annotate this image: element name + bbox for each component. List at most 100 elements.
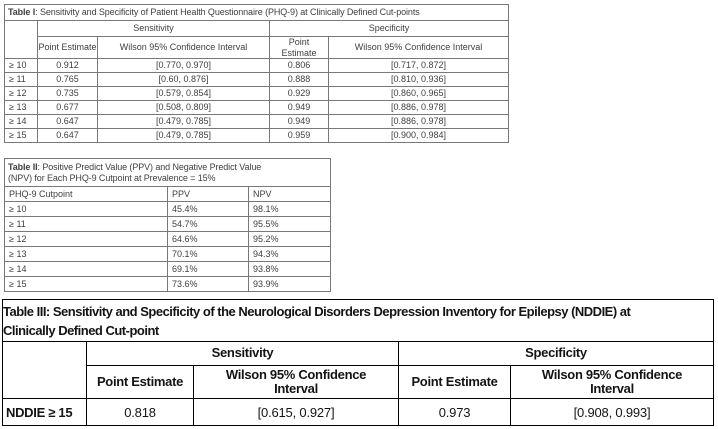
sens-pe-cell: 0.647 [37, 114, 98, 130]
table1-spec-point-estimate-header: Point Estimate [269, 35, 329, 60]
spec-pe-cell: 0.888 [269, 72, 329, 88]
spec-ci-cell: [0.717, 0.872] [327, 58, 510, 74]
npv-cell: 94.3% [247, 246, 332, 262]
sens-pe-cell: 0.677 [37, 100, 98, 116]
table1-column-header-row: Point Estimate Wilson 95% Confidence Int… [5, 35, 510, 60]
sens-pe-cell: 0.765 [37, 72, 98, 88]
cutpoint-cell: ≥ 13 [4, 100, 38, 116]
table1-title: Table I: Sensitivity and Specificity of … [3, 4, 510, 21]
spec-ci-cell: [0.900, 0.984] [327, 128, 510, 144]
table2-title-row: Table II: Positive Predict Value (PPV) a… [3, 158, 332, 187]
npv-cell: 93.9% [247, 276, 332, 292]
spec-pe-cell: 0.949 [269, 114, 329, 130]
table3-sens-point-estimate-header: Point Estimate [86, 365, 194, 399]
sens-pe-cell: 0.912 [37, 58, 98, 74]
table3-column-header-row: Point Estimate Wilson 95% Confidence Int… [3, 365, 714, 399]
table3-spec-point-estimate-header: Point Estimate [398, 365, 511, 399]
table-row: ≥ 15 0.647 [0.479, 0.785] 0.959 [0.900, … [4, 128, 510, 144]
table3-title-line2: Clinically Defined Cut-point [3, 322, 160, 338]
spec-pe-cell: 0.949 [269, 100, 329, 116]
spec-ci-cell: [0.908, 0.993] [510, 398, 714, 426]
table-phq9-sensitivity-specificity: Table I: Sensitivity and Specificity of … [3, 4, 510, 144]
cutpoint-cell: ≥ 15 [4, 128, 38, 144]
table1-spec-wilson-ci-header: Wilson 95% Confidence Interval [327, 35, 510, 60]
table2-cutpoint-header: PHQ-9 Cutpoint [4, 186, 168, 202]
ppv-cell: 73.6% [167, 276, 249, 292]
sens-ci-cell: [0.508, 0.809] [97, 100, 270, 116]
cutpoint-cell: ≥ 10 [4, 58, 38, 74]
table1-title-text: : Sensitivity and Specificity of Patient… [35, 7, 420, 18]
sens-ci-cell: [0.60, 0.876] [97, 72, 270, 88]
sens-pe-cell: 0.735 [37, 86, 98, 102]
table3-title-row: Table III: Sensitivity and Specificity o… [2, 299, 714, 342]
table2-title-line2: (NPV) for Each PHQ-9 Cutpoint at Prevale… [8, 172, 216, 183]
table2-ppv-header: PPV [167, 186, 249, 202]
cutpoint-cell: ≥ 11 [4, 216, 168, 232]
table3-sens-wilson-ci-header: Wilson 95% Confidence Interval [193, 365, 399, 399]
cutpoint-cell: ≥ 10 [4, 201, 168, 217]
npv-cell: 95.2% [247, 231, 332, 247]
table-phq9-ppv-npv: Table II: Positive Predict Value (PPV) a… [3, 158, 332, 292]
ppv-cell: 54.7% [167, 216, 249, 232]
table3-sensitivity-header: Sensitivity [86, 341, 399, 366]
spec-pe-cell: 0.973 [398, 398, 511, 426]
cutpoint-cell: ≥ 12 [4, 86, 38, 102]
table-row: ≥ 10 45.4% 98.1% [4, 201, 332, 217]
table-row: ≥ 11 0.765 [0.60, 0.876] 0.888 [0.810, 0… [4, 72, 510, 88]
cutpoint-cell: ≥ 15 [4, 276, 168, 292]
cutpoint-cell: ≥ 13 [4, 246, 168, 262]
ppv-cell: 70.1% [167, 246, 249, 262]
table-row: ≥ 13 0.677 [0.508, 0.809] 0.949 [0.886, … [4, 100, 510, 116]
table3-title-line1: Table III: Sensitivity and Specificity o… [3, 303, 631, 319]
table3-group-header-row: Sensitivity Specificity [2, 341, 714, 399]
spec-ci-cell: [0.886, 0.978] [327, 100, 510, 116]
sens-pe-cell: 0.818 [86, 398, 194, 426]
table1-sens-point-estimate-header: Point Estimate [37, 35, 98, 60]
table-row: ≥ 12 64.6% 95.2% [4, 231, 332, 247]
table-row: NDDIE ≥ 15 0.818 [0.615, 0.927] 0.973 [0… [2, 398, 714, 426]
table2-npv-header: NPV [247, 186, 332, 202]
cutpoint-cell: ≥ 11 [4, 72, 38, 88]
table2-title-text: : Positive Predict Value (PPV) and Negat… [37, 161, 262, 172]
spec-ci-cell: [0.810, 0.936] [327, 72, 510, 88]
table3-title: Table III: Sensitivity and Specificity o… [2, 299, 714, 342]
table-row: ≥ 10 0.912 [0.770, 0.970] 0.806 [0.717, … [4, 58, 510, 74]
cutpoint-cell: ≥ 12 [4, 231, 168, 247]
table3-corner-cell [2, 341, 87, 399]
table1-title-row: Table I: Sensitivity and Specificity of … [3, 4, 510, 21]
sens-ci-cell: [0.615, 0.927] [193, 398, 399, 426]
table3-specificity-header: Specificity [398, 341, 714, 366]
npv-cell: 98.1% [247, 201, 332, 217]
npv-cell: 93.8% [247, 261, 332, 277]
table1-corner-cell [4, 19, 38, 60]
npv-cell: 95.5% [247, 216, 332, 232]
table2-column-header-row: PHQ-9 Cutpoint PPV NPV [4, 186, 332, 202]
table1-group-header-row: Sensitivity Specificity [4, 19, 510, 60]
table-nddie-sensitivity-specificity: Table III: Sensitivity and Specificity o… [2, 299, 714, 426]
table2-title-label: Table II [8, 161, 38, 172]
table-row: ≥ 11 54.7% 95.5% [4, 216, 332, 232]
table2-title: Table II: Positive Predict Value (PPV) a… [3, 158, 332, 187]
table3-spec-wilson-ci-header: Wilson 95% Confidence Interval [510, 365, 714, 399]
table-row: ≥ 12 0.735 [0.579, 0.854] 0.929 [0.860, … [4, 86, 510, 102]
table-row: ≥ 14 69.1% 93.8% [4, 261, 332, 277]
table-row: ≥ 13 70.1% 94.3% [4, 246, 332, 262]
sens-ci-cell: [0.479, 0.785] [97, 128, 270, 144]
spec-pe-cell: 0.929 [269, 86, 329, 102]
ppv-cell: 69.1% [167, 261, 249, 277]
ppv-cell: 45.4% [167, 201, 249, 217]
sens-ci-cell: [0.579, 0.854] [97, 86, 270, 102]
table1-sensitivity-header: Sensitivity [37, 20, 270, 37]
cutpoint-cell: ≥ 14 [4, 114, 38, 130]
sens-ci-cell: [0.770, 0.970] [97, 58, 270, 74]
table-row: ≥ 15 73.6% 93.9% [4, 276, 332, 292]
sens-pe-cell: 0.647 [37, 128, 98, 144]
cutpoint-cell: ≥ 14 [4, 261, 168, 277]
table1-title-label: Table I [8, 7, 36, 18]
spec-pe-cell: 0.959 [269, 128, 329, 144]
cutpoint-cell: NDDIE ≥ 15 [2, 398, 87, 426]
sens-ci-cell: [0.479, 0.785] [97, 114, 270, 130]
spec-ci-cell: [0.860, 0.965] [327, 86, 510, 102]
table-row: ≥ 14 0.647 [0.479, 0.785] 0.949 [0.886, … [4, 114, 510, 130]
